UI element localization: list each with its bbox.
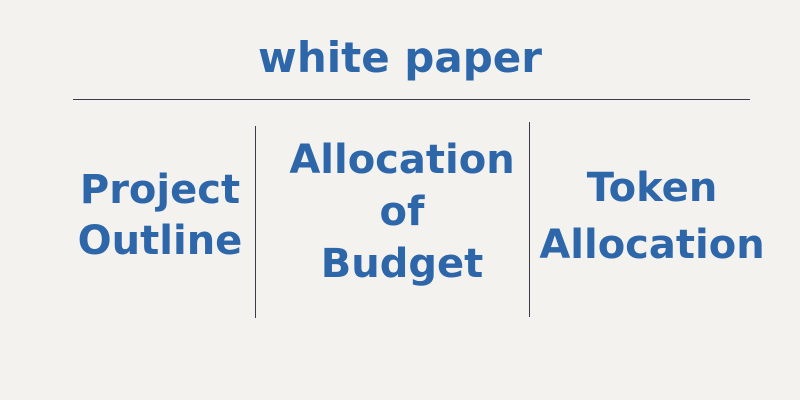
column-label-line: Token bbox=[586, 165, 718, 211]
column-allocation-of-budget: Allocation of Budget bbox=[270, 134, 534, 290]
column-label-line: Outline bbox=[77, 218, 243, 264]
title-divider bbox=[73, 99, 750, 100]
page-title: white paper bbox=[258, 33, 542, 82]
column-token-allocation: Token Allocation bbox=[530, 160, 774, 274]
column-project-outline: Project Outline bbox=[62, 165, 258, 267]
column-label-line: Allocation bbox=[539, 222, 765, 268]
column-label-line: Project bbox=[79, 167, 241, 213]
column-label-line: of bbox=[379, 189, 425, 235]
column-label-line: Budget bbox=[320, 241, 484, 287]
column-divider-left bbox=[255, 126, 256, 318]
column-label-line: Allocation bbox=[289, 137, 515, 183]
column-divider-right bbox=[529, 122, 530, 317]
